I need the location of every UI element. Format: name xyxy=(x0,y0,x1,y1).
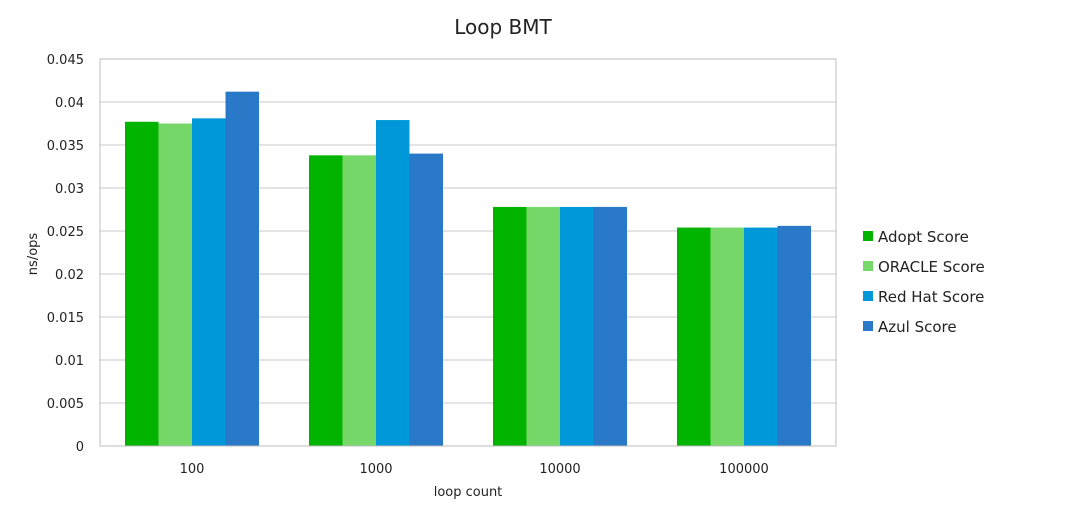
bar xyxy=(125,121,159,446)
x-tick-label: 100 xyxy=(180,462,205,477)
y-tick-labels: 0 0.005 0.01 0.015 0.02 0.025 0.03 0.035 0.04 0.0… xyxy=(47,53,84,455)
bar xyxy=(342,155,376,446)
plot-frame xyxy=(99,58,837,447)
bar xyxy=(309,155,343,446)
legend-item: Azul Score xyxy=(863,318,957,336)
y-tick-label: 0.015 xyxy=(47,311,84,326)
legend-label: ORACLE Score xyxy=(878,258,985,276)
y-tick-label: 0.005 xyxy=(47,397,84,412)
bar xyxy=(409,153,443,446)
bar xyxy=(744,227,778,446)
bar xyxy=(376,120,410,446)
legend-swatch xyxy=(863,291,873,301)
y-tick-label: 0.04 xyxy=(55,96,84,111)
legend-item: ORACLE Score xyxy=(863,258,985,276)
bar xyxy=(158,123,192,446)
bar xyxy=(560,206,594,446)
bars xyxy=(125,91,811,447)
x-tick-label: 10000 xyxy=(539,462,580,477)
bar xyxy=(677,227,711,446)
bar xyxy=(192,118,226,446)
y-axis-label: ns/ops xyxy=(26,233,41,276)
legend-swatch xyxy=(863,231,873,241)
legend-item: Red Hat Score xyxy=(863,288,984,306)
y-tick-label: 0.045 xyxy=(47,53,84,68)
bar xyxy=(777,225,811,446)
chart-title: Loop BMT xyxy=(454,15,552,39)
bar xyxy=(225,91,259,447)
y-tick-label: 0.035 xyxy=(47,139,84,154)
y-tick-label: 0 xyxy=(76,440,84,455)
x-tick-label: 100000 xyxy=(719,462,769,477)
legend-swatch xyxy=(863,261,873,271)
bar xyxy=(493,206,527,446)
legend-label: Adopt Score xyxy=(878,228,969,246)
bar xyxy=(593,206,627,446)
legend-label: Azul Score xyxy=(878,318,957,336)
bar xyxy=(710,227,744,446)
y-tick-label: 0.025 xyxy=(47,225,84,240)
legend-label: Red Hat Score xyxy=(878,288,984,306)
y-tick-label: 0.01 xyxy=(55,354,84,369)
x-tick-label: 1000 xyxy=(359,462,392,477)
bar xyxy=(526,206,560,446)
x-tick-labels: 100 1000 10000 100000 xyxy=(180,462,769,477)
legend-item: Adopt Score xyxy=(863,228,969,246)
legend: Adopt Score ORACLE Score Red Hat Score Azul… xyxy=(863,228,985,336)
y-tick-label: 0.02 xyxy=(55,268,84,283)
legend-swatch xyxy=(863,321,873,331)
x-axis-label: loop count xyxy=(434,485,503,500)
y-tick-label: 0.03 xyxy=(55,182,84,197)
